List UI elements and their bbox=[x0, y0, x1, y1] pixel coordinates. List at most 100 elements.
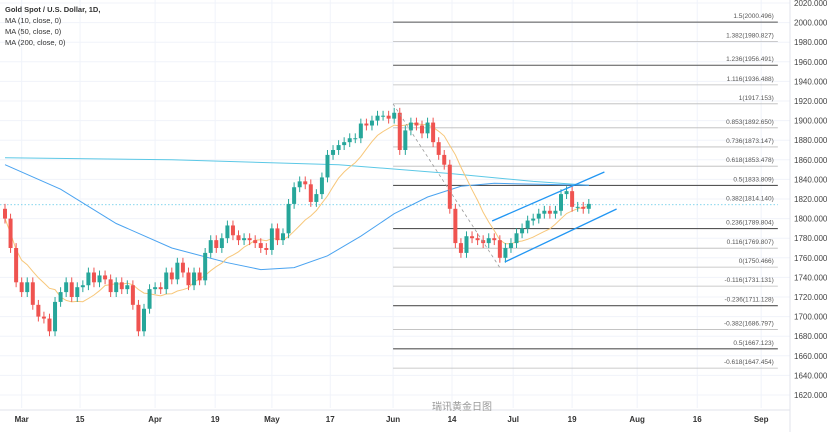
candle-body bbox=[25, 282, 30, 293]
y-tick-label: 1800.000 bbox=[794, 215, 828, 224]
candle bbox=[520, 223, 525, 239]
candle-body bbox=[169, 272, 174, 280]
candle bbox=[158, 282, 163, 295]
fib-level-label: 0.236(1789.804) bbox=[726, 220, 774, 227]
x-tick-label: May bbox=[264, 415, 280, 424]
candle bbox=[431, 117, 436, 148]
candle-body bbox=[575, 206, 580, 208]
candle bbox=[531, 213, 536, 226]
ma10-line bbox=[4, 122, 589, 303]
candle-body bbox=[397, 112, 402, 150]
candle bbox=[58, 287, 63, 307]
fib-level-label: -0.382(1686.797) bbox=[724, 321, 774, 328]
y-tick-label: 1620.000 bbox=[794, 391, 828, 400]
candle bbox=[214, 235, 219, 253]
candle bbox=[153, 282, 158, 295]
candle bbox=[514, 228, 519, 248]
candle-body bbox=[119, 282, 124, 290]
candle-body bbox=[553, 210, 558, 214]
candle-body bbox=[520, 228, 525, 234]
candle bbox=[175, 257, 180, 285]
candle-body bbox=[314, 194, 319, 202]
candle bbox=[559, 189, 563, 216]
fib-level-label: -0.236(1711.128) bbox=[724, 297, 773, 304]
candle-body bbox=[525, 220, 530, 229]
fib-level-label: 1(1917.153) bbox=[739, 95, 774, 102]
x-tick-label: Sep bbox=[754, 415, 769, 424]
candle-body bbox=[486, 238, 491, 244]
candle bbox=[130, 280, 135, 310]
candle-body bbox=[336, 145, 341, 150]
fib-level-label: 0.116(1769.807) bbox=[727, 239, 774, 246]
candle-body bbox=[47, 318, 52, 332]
candle-body bbox=[125, 285, 130, 290]
candle-body bbox=[503, 248, 508, 258]
candle-body bbox=[114, 282, 119, 293]
candle-body bbox=[136, 304, 141, 332]
candle bbox=[570, 186, 575, 212]
candle-body bbox=[58, 292, 63, 302]
legend-ma200[interactable]: MA (200, close, 0) bbox=[5, 38, 66, 47]
candle bbox=[53, 297, 58, 337]
candle bbox=[492, 233, 497, 246]
candle bbox=[64, 277, 69, 297]
candle-body bbox=[531, 218, 536, 221]
candle bbox=[47, 313, 52, 337]
x-tick-label: 19 bbox=[211, 415, 220, 424]
legend-ma50[interactable]: MA (50, close, 0) bbox=[5, 27, 62, 36]
candle-body bbox=[581, 206, 586, 209]
candle-body bbox=[236, 235, 241, 241]
candle-body bbox=[570, 191, 575, 207]
candle bbox=[253, 235, 258, 248]
candle-body bbox=[292, 187, 297, 204]
candle bbox=[586, 199, 591, 214]
candle-body bbox=[425, 122, 430, 134]
candle bbox=[292, 182, 297, 209]
candle bbox=[447, 159, 452, 214]
legend-ma10[interactable]: MA (10, close, 0) bbox=[5, 16, 62, 25]
candle-body bbox=[297, 181, 302, 188]
candle-body bbox=[547, 210, 552, 214]
y-tick-label: 1880.000 bbox=[794, 136, 828, 145]
candle bbox=[147, 284, 152, 314]
candle bbox=[470, 231, 475, 244]
candle bbox=[219, 233, 224, 253]
y-tick-label: 1780.000 bbox=[794, 234, 828, 243]
y-tick-label: 1640.000 bbox=[794, 371, 828, 380]
candle bbox=[420, 120, 424, 139]
fib-level-label: 0(1750.466) bbox=[739, 258, 774, 265]
candle bbox=[347, 133, 352, 148]
candle bbox=[458, 238, 463, 258]
candle-body bbox=[392, 112, 397, 119]
candle-body bbox=[247, 238, 252, 241]
candle bbox=[269, 223, 274, 255]
candle bbox=[14, 243, 19, 288]
y-tick-label: 1940.000 bbox=[794, 77, 828, 86]
candle bbox=[547, 205, 552, 219]
fib-level-label: 0.5(1833.809) bbox=[733, 176, 773, 183]
y-tick-label: 1740.000 bbox=[794, 273, 828, 282]
candle-body bbox=[508, 243, 513, 248]
candle-body bbox=[242, 238, 247, 241]
x-tick-label: 19 bbox=[568, 415, 577, 424]
candle-body bbox=[453, 208, 458, 244]
candle bbox=[208, 235, 213, 258]
candle bbox=[542, 205, 547, 219]
candle bbox=[186, 267, 191, 291]
candle bbox=[281, 228, 285, 246]
candle bbox=[581, 201, 586, 214]
x-tick-label: Jun bbox=[386, 415, 400, 424]
candle bbox=[358, 118, 363, 144]
candle bbox=[331, 145, 336, 160]
candle-body bbox=[403, 130, 408, 150]
candle-body bbox=[586, 203, 591, 209]
watermark: 瑞讯黄金日图 bbox=[432, 402, 492, 413]
candle bbox=[403, 125, 408, 155]
y-tick-label: 2020.000 bbox=[794, 0, 828, 8]
candle bbox=[436, 137, 441, 160]
candle-body bbox=[308, 184, 313, 202]
x-tick-label: Mar bbox=[15, 415, 29, 424]
candle bbox=[308, 179, 313, 207]
candle bbox=[453, 203, 458, 248]
